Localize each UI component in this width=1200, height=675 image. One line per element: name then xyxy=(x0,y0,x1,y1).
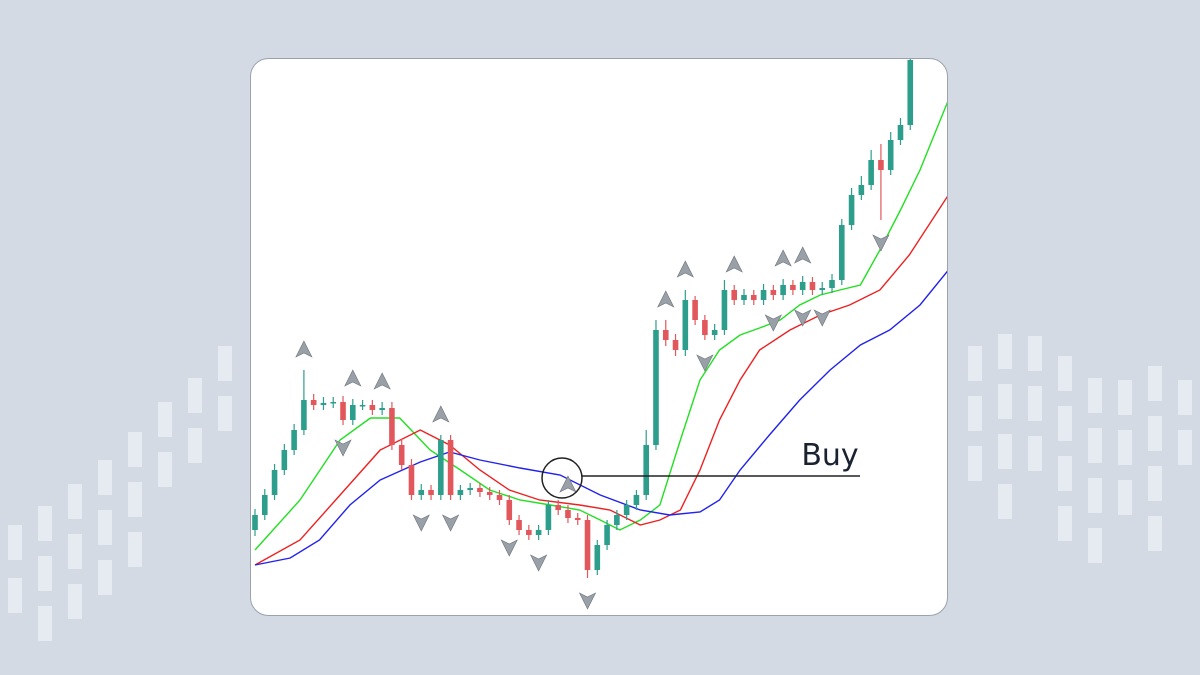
candle-body xyxy=(897,125,904,140)
candle-body xyxy=(438,440,444,495)
moving-average-line xyxy=(254,99,947,551)
signal-up xyxy=(794,246,812,264)
buy-label: Buy xyxy=(801,438,858,473)
candle-body xyxy=(878,160,884,170)
signal-down xyxy=(441,514,460,532)
candle-body xyxy=(506,500,513,520)
candle-body xyxy=(692,300,698,320)
signal-up xyxy=(373,372,391,390)
signal-down xyxy=(794,309,812,327)
candle-body xyxy=(379,408,385,410)
signal-down xyxy=(578,592,597,610)
candle-body xyxy=(477,488,483,492)
signal-up xyxy=(295,340,313,358)
candle-body xyxy=(858,185,865,195)
signal-up xyxy=(657,290,675,308)
candle-body xyxy=(839,225,845,280)
candle-body xyxy=(369,405,376,410)
candle-body xyxy=(398,445,405,465)
candle-body xyxy=(447,440,454,495)
candle-body xyxy=(574,518,581,520)
signal-up xyxy=(725,255,743,273)
candle-body xyxy=(291,430,297,450)
candle-body xyxy=(760,290,767,300)
candle-body xyxy=(614,515,620,525)
candle-body xyxy=(310,400,317,405)
candle-body xyxy=(281,450,288,470)
signal-up xyxy=(344,369,362,387)
candle-body xyxy=(623,505,630,515)
candle-body xyxy=(780,285,786,295)
moving-average-line xyxy=(254,269,947,566)
candle-body xyxy=(428,490,434,495)
candle-body xyxy=(389,408,395,445)
candle-body xyxy=(790,285,796,290)
candle-body xyxy=(653,330,659,445)
signal-down xyxy=(500,539,518,557)
candle-body xyxy=(741,295,747,300)
buy-circle xyxy=(541,457,583,499)
candle-body xyxy=(721,290,728,330)
plot xyxy=(252,59,947,610)
candle-body xyxy=(643,445,649,495)
candle-body xyxy=(711,330,718,335)
candle-body xyxy=(418,490,425,495)
candle-body xyxy=(829,280,835,288)
candle-body xyxy=(848,195,855,225)
candle-body xyxy=(526,530,532,535)
candle-body xyxy=(672,340,679,350)
signal-down xyxy=(696,354,714,372)
candle-body xyxy=(496,495,503,500)
decor-bars xyxy=(8,334,1192,641)
candle-body xyxy=(819,288,826,290)
signal-down xyxy=(813,309,831,327)
candle-body xyxy=(261,495,268,515)
candle-body xyxy=(467,488,473,490)
candle-body xyxy=(457,490,464,495)
candle-body xyxy=(252,515,258,530)
candle-body xyxy=(702,320,708,335)
candle-body xyxy=(320,403,327,405)
candle-body xyxy=(662,330,669,340)
signal-up xyxy=(559,475,577,493)
candle-body xyxy=(350,405,356,420)
candle-body xyxy=(359,405,366,407)
candle-body xyxy=(301,400,307,430)
candle-body xyxy=(887,140,894,170)
signal-up xyxy=(676,260,694,278)
candle-body xyxy=(565,510,571,518)
candle-body xyxy=(868,160,874,185)
candle-body xyxy=(330,402,337,404)
candle-body xyxy=(340,402,346,420)
signal-up xyxy=(774,249,792,267)
signal-down xyxy=(334,439,352,457)
candle-body xyxy=(555,505,561,510)
candle-body xyxy=(770,290,777,295)
candle-body xyxy=(584,520,591,570)
candle-body xyxy=(604,525,610,545)
candle-body xyxy=(682,300,689,350)
candle-body xyxy=(809,282,816,290)
candle-body xyxy=(486,492,493,495)
candle-body xyxy=(545,505,552,530)
signal-down xyxy=(872,234,890,252)
signal-down xyxy=(412,514,430,532)
candle-body xyxy=(408,465,415,495)
candle-body xyxy=(731,290,738,300)
signal-down xyxy=(529,554,548,572)
candle-body xyxy=(633,495,640,505)
candle-body xyxy=(271,470,278,495)
candle-body xyxy=(750,295,757,300)
candle-body xyxy=(594,545,601,570)
candle-body xyxy=(907,60,914,125)
candle-body xyxy=(535,530,542,535)
signal-down xyxy=(764,314,783,332)
chart-card xyxy=(250,58,948,616)
signal-up xyxy=(432,405,450,423)
candle-body xyxy=(799,282,806,290)
candle-body xyxy=(516,520,522,530)
